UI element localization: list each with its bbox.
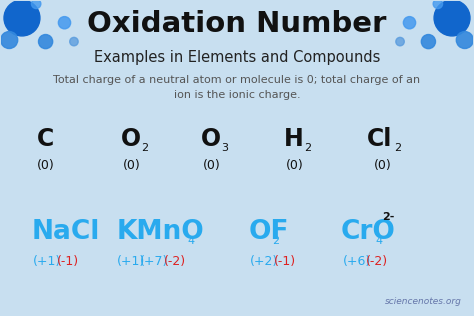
Ellipse shape (433, 0, 443, 9)
Text: 2: 2 (305, 143, 312, 153)
Text: Oxidation Number: Oxidation Number (87, 10, 387, 38)
Text: O: O (121, 127, 141, 151)
Text: Cl: Cl (367, 127, 392, 151)
Ellipse shape (434, 0, 470, 36)
Text: (+1): (+1) (117, 255, 145, 268)
Text: (0): (0) (36, 159, 55, 172)
Text: H: H (284, 127, 304, 151)
Text: NaCl: NaCl (31, 219, 100, 245)
Text: (-2): (-2) (366, 255, 388, 268)
Ellipse shape (4, 0, 40, 36)
Text: (0): (0) (374, 159, 392, 172)
Ellipse shape (31, 0, 41, 9)
Text: (0): (0) (286, 159, 303, 172)
Ellipse shape (396, 37, 404, 46)
Ellipse shape (456, 32, 474, 49)
Text: (+1): (+1) (33, 255, 61, 268)
Ellipse shape (38, 34, 53, 49)
Text: (-1): (-1) (274, 255, 296, 268)
Ellipse shape (421, 34, 436, 49)
Text: C: C (37, 127, 54, 151)
Ellipse shape (58, 16, 71, 29)
Text: (-2): (-2) (164, 255, 186, 268)
Text: (+7): (+7) (140, 255, 168, 268)
Text: CrO: CrO (341, 219, 396, 245)
Text: (+6): (+6) (342, 255, 371, 268)
Text: (+2): (+2) (250, 255, 279, 268)
Text: Examples in Elements and Compounds: Examples in Elements and Compounds (94, 50, 380, 65)
Text: (0): (0) (203, 159, 221, 172)
Text: 2: 2 (272, 236, 279, 246)
Text: Total charge of a neutral atom or molecule is 0; total charge of an
ion is the i: Total charge of a neutral atom or molecu… (54, 75, 420, 100)
Text: (0): (0) (123, 159, 141, 172)
Ellipse shape (70, 37, 78, 46)
Text: 4: 4 (375, 236, 383, 246)
Text: sciencenotes.org: sciencenotes.org (384, 297, 462, 306)
Text: 2: 2 (394, 143, 401, 153)
Text: 4: 4 (188, 236, 195, 246)
Text: 2: 2 (142, 143, 149, 153)
Ellipse shape (403, 16, 416, 29)
Text: (-1): (-1) (56, 255, 79, 268)
Text: 3: 3 (221, 143, 228, 153)
Ellipse shape (0, 32, 18, 49)
Text: OF: OF (249, 219, 289, 245)
Text: 2-: 2- (383, 212, 395, 222)
Text: O: O (201, 127, 221, 151)
Text: KMnO: KMnO (117, 219, 204, 245)
